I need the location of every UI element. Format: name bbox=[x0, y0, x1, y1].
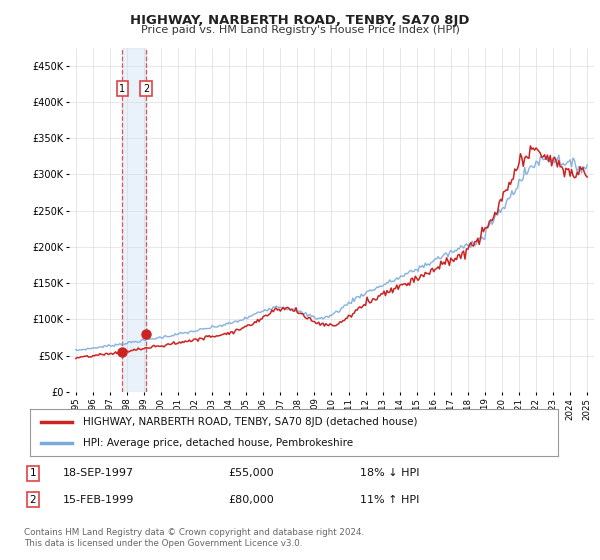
Text: 15-FEB-1999: 15-FEB-1999 bbox=[63, 494, 134, 505]
Text: £80,000: £80,000 bbox=[228, 494, 274, 505]
Text: HIGHWAY, NARBERTH ROAD, TENBY, SA70 8JD (detached house): HIGHWAY, NARBERTH ROAD, TENBY, SA70 8JD … bbox=[83, 417, 418, 427]
Text: 2: 2 bbox=[29, 494, 37, 505]
Text: 1: 1 bbox=[119, 84, 125, 94]
Text: 2: 2 bbox=[143, 84, 149, 94]
Text: 18-SEP-1997: 18-SEP-1997 bbox=[63, 468, 134, 478]
Text: HIGHWAY, NARBERTH ROAD, TENBY, SA70 8JD: HIGHWAY, NARBERTH ROAD, TENBY, SA70 8JD bbox=[130, 14, 470, 27]
Text: 11% ↑ HPI: 11% ↑ HPI bbox=[360, 494, 419, 505]
Text: 18% ↓ HPI: 18% ↓ HPI bbox=[360, 468, 419, 478]
Bar bbox=[122, 48, 146, 392]
Text: Contains HM Land Registry data © Crown copyright and database right 2024.
This d: Contains HM Land Registry data © Crown c… bbox=[24, 528, 364, 548]
Text: Price paid vs. HM Land Registry's House Price Index (HPI): Price paid vs. HM Land Registry's House … bbox=[140, 25, 460, 35]
Text: £55,000: £55,000 bbox=[228, 468, 274, 478]
Text: HPI: Average price, detached house, Pembrokeshire: HPI: Average price, detached house, Pemb… bbox=[83, 438, 353, 448]
Text: 1: 1 bbox=[29, 468, 37, 478]
